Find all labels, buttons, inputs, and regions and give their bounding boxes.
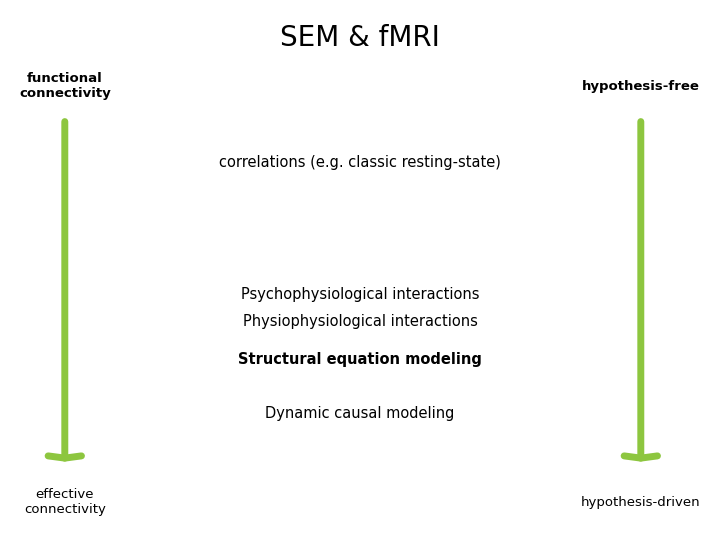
- Text: effective
connectivity: effective connectivity: [24, 488, 106, 516]
- Text: correlations (e.g. classic resting-state): correlations (e.g. classic resting-state…: [219, 154, 501, 170]
- Text: Physiophysiological interactions: Physiophysiological interactions: [243, 314, 477, 329]
- Text: hypothesis-driven: hypothesis-driven: [581, 496, 701, 509]
- Text: functional
connectivity: functional connectivity: [19, 72, 111, 100]
- Text: Dynamic causal modeling: Dynamic causal modeling: [265, 406, 455, 421]
- Text: Psychophysiological interactions: Psychophysiological interactions: [240, 287, 480, 302]
- Text: hypothesis-free: hypothesis-free: [582, 80, 700, 93]
- Text: SEM & fMRI: SEM & fMRI: [280, 24, 440, 52]
- Text: Structural equation modeling: Structural equation modeling: [238, 352, 482, 367]
